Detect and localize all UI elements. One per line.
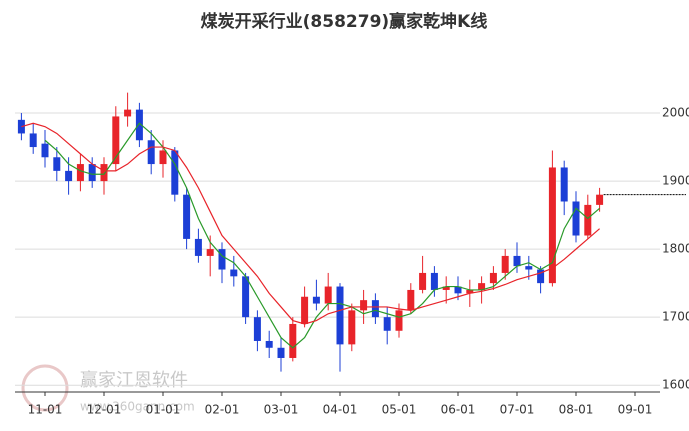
candle-body: [548, 167, 556, 284]
chart-title: 煤炭开采行业(858279)赢家乾坤K线: [201, 11, 488, 32]
candle-body: [29, 133, 37, 148]
candle-body: [525, 266, 533, 270]
x-tick-label: 09-01: [618, 403, 653, 417]
candle-body: [360, 300, 368, 311]
candle-body: [442, 286, 450, 290]
candle-body: [584, 204, 592, 236]
watermark: 赢家江恩软件: [80, 369, 188, 391]
candle-body: [489, 272, 497, 284]
moving-average-line: [44, 122, 600, 349]
candle-body: [265, 340, 273, 348]
candle-body: [218, 249, 226, 270]
candle-body: [596, 194, 604, 205]
y-tick-label: 1600: [662, 378, 689, 392]
candle-body: [112, 116, 120, 165]
x-tick-label: 03-01: [264, 403, 299, 417]
candle-body: [76, 164, 84, 182]
candle-body: [537, 269, 545, 284]
candle-body: [171, 150, 179, 195]
candle-body: [289, 323, 297, 358]
candle-body: [324, 286, 332, 304]
candle-body: [135, 109, 143, 141]
candle-body: [301, 296, 309, 324]
candle-body: [277, 347, 285, 358]
x-tick-label: 01-01: [146, 403, 181, 417]
candle-body: [65, 170, 73, 182]
candle-body: [100, 164, 108, 182]
x-tick-label: 12-01: [87, 403, 122, 417]
candle-body: [466, 289, 474, 294]
candle-body: [371, 300, 379, 318]
candle-body: [194, 238, 202, 256]
x-tick-label: 11-01: [28, 403, 63, 417]
candle-body: [560, 167, 568, 202]
y-tick-label: 1700: [662, 310, 689, 324]
candle-body: [41, 143, 49, 158]
candle-body: [230, 269, 238, 277]
candle-body: [53, 157, 61, 171]
candle-body: [253, 317, 261, 341]
x-tick-label: 07-01: [500, 403, 535, 417]
candle-body: [383, 317, 391, 331]
candle-body: [430, 272, 438, 290]
candle-body: [159, 150, 167, 165]
candle-body: [183, 194, 191, 239]
x-tick-label: 04-01: [323, 403, 358, 417]
x-tick-label: 06-01: [441, 403, 476, 417]
candle-body: [17, 119, 25, 134]
candle-body: [419, 272, 427, 290]
y-tick-label: 1800: [662, 242, 689, 256]
candle-body: [572, 201, 580, 236]
y-tick-label: 2000: [662, 106, 689, 120]
candle-body: [407, 289, 415, 311]
candle-body: [206, 249, 214, 256]
x-tick-label: 05-01: [382, 403, 417, 417]
x-tick-label: 08-01: [559, 403, 594, 417]
candle-body: [513, 255, 521, 267]
candle-body: [454, 286, 462, 294]
candle-body: [88, 164, 96, 182]
candle-body: [312, 296, 320, 304]
watermark-logo: [21, 364, 69, 412]
x-tick-label: 02-01: [205, 403, 240, 417]
watermark-url: www.360gann.com: [80, 400, 195, 414]
candle-body: [242, 276, 250, 318]
candle-body: [147, 140, 155, 165]
y-tick-label: 1900: [662, 174, 689, 188]
moving-average-line: [21, 122, 600, 325]
candle-body: [124, 109, 132, 117]
candle-body: [348, 310, 356, 345]
candle-body: [336, 286, 344, 345]
candle-body: [395, 310, 403, 331]
candle-body: [478, 283, 486, 290]
candle-body: [501, 255, 509, 273]
